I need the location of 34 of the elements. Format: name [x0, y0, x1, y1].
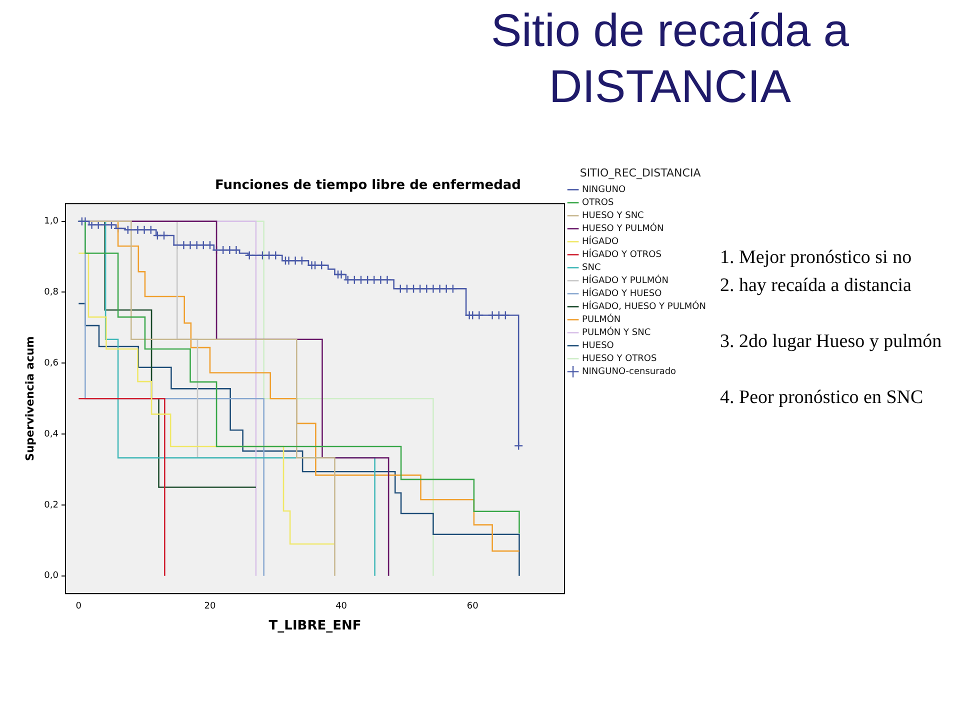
x-tick-label: 40 [336, 601, 348, 612]
x-tick-label: 60 [466, 601, 479, 612]
legend-label: PULMÓN Y SNC [582, 326, 651, 338]
legend-label: HÍGADO Y HUESO [582, 287, 662, 300]
legend-label: NINGUNO [582, 185, 626, 196]
legend-label: HUESO Y SNC [582, 211, 644, 222]
chart-subtitle: Funciones de tiempo libre de enfermedad [215, 178, 521, 194]
legend-title: SITIO_REC_DISTANCIA [580, 166, 702, 180]
y-tick-label: 1,0 [44, 216, 59, 227]
legend-label: HÍGADO, HUESO Y PULMÓN [582, 300, 706, 312]
legend-label: HUESO Y PULMÓN [582, 222, 664, 234]
y-tick-label: 0,6 [44, 358, 59, 368]
legend-label: PULMÓN [582, 313, 621, 326]
text: Sitio de recaída a DISTANCIA [490, 3, 850, 114]
text: 2. hay recaída a distancia [720, 274, 912, 298]
legend-label: OTROS [582, 198, 614, 208]
legend-label: HÍGADO [582, 235, 619, 248]
legend-label: SNC [582, 263, 601, 274]
legend-label: HÍGADO Y OTROS [582, 248, 662, 260]
y-tick-label: 0,4 [44, 429, 59, 440]
y-axis-title: Supervivencia acum [23, 336, 36, 461]
y-tick-label: 0,0 [44, 571, 59, 582]
y-tick-label: 0,2 [44, 500, 59, 510]
legend-label: HUESO [582, 341, 614, 352]
legend-label: HUESO Y OTROS [582, 354, 658, 364]
x-tick-label: 20 [204, 601, 216, 612]
text: 3. 2do lugar Hueso y pulmón [720, 330, 943, 354]
text: 1. Mejor pronóstico si no [720, 246, 913, 270]
y-tick-label: 0,8 [44, 288, 59, 298]
legend-label: NINGUNO-censurado [582, 367, 677, 378]
legend-label: HÍGADO Y PULMÓN [582, 274, 668, 286]
x-tick-label: 0 [76, 601, 82, 612]
text: 4. Peor pronóstico en SNC [720, 386, 924, 410]
x-axis-title: T_LIBRE_ENF [268, 618, 362, 634]
